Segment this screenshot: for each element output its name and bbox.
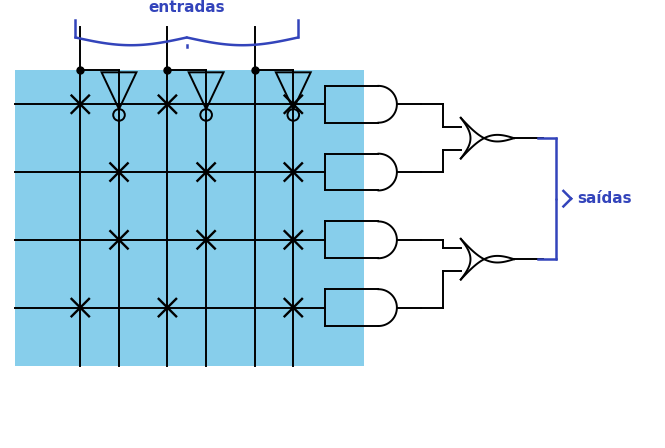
Text: saídas: saídas <box>577 191 632 206</box>
Bar <box>15 70 364 366</box>
Text: entradas: entradas <box>148 0 225 15</box>
